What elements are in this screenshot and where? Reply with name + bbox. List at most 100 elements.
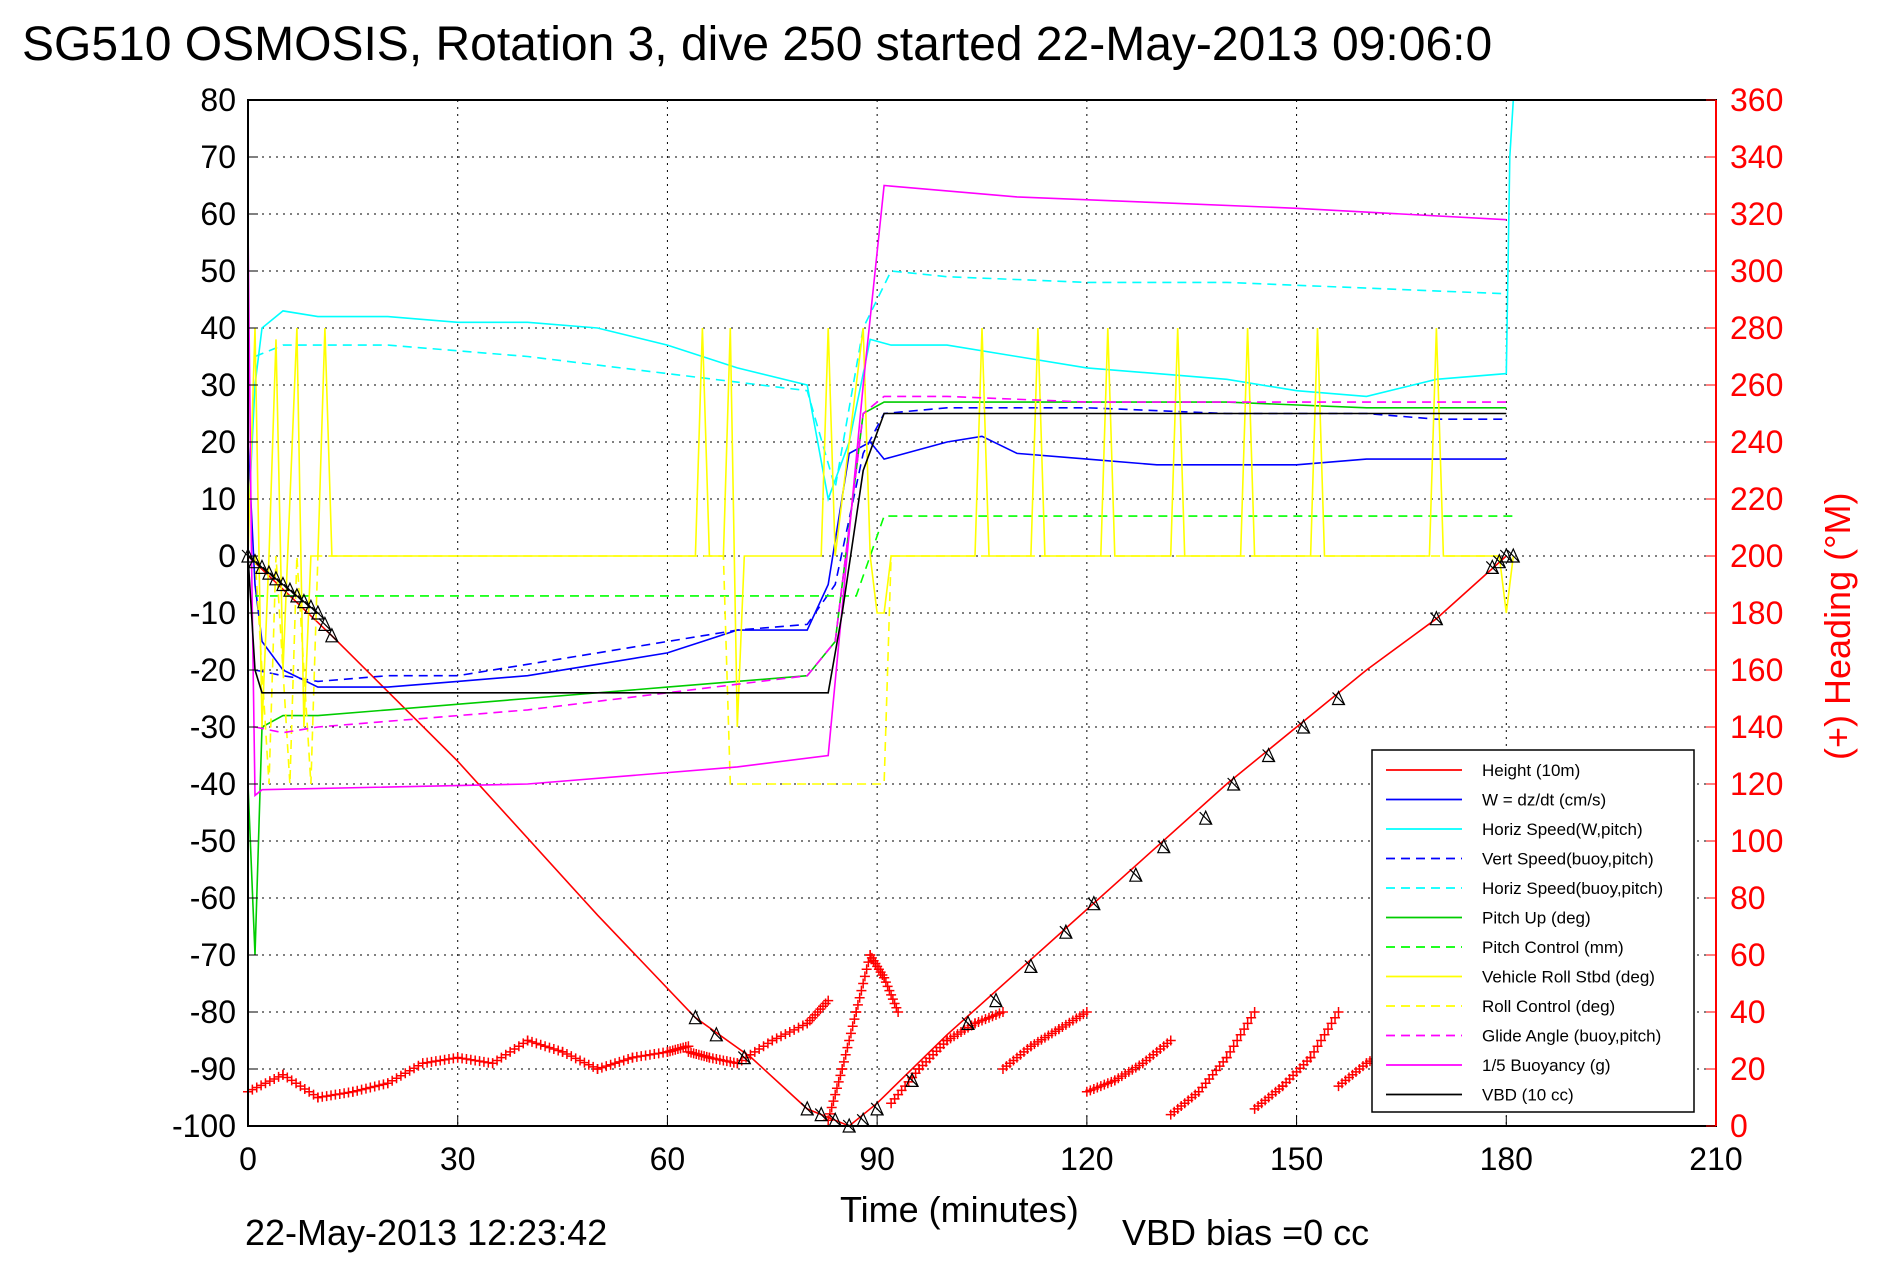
heading-point	[356, 1084, 367, 1095]
y-right-tick-label: 240	[1730, 424, 1783, 460]
x-tick-label: 90	[859, 1141, 895, 1177]
heading-point	[413, 1060, 424, 1071]
heading-point	[891, 1002, 902, 1013]
y-right-tick-label: 360	[1730, 82, 1783, 118]
heading-point	[575, 1055, 586, 1066]
heading-point	[797, 1020, 808, 1031]
heading-point	[893, 1007, 904, 1017]
heading-point	[561, 1049, 572, 1060]
heading-point	[997, 1007, 1008, 1017]
y-tick-label: -10	[190, 595, 236, 631]
y-right-tick-label: 300	[1730, 253, 1783, 289]
height-marker	[324, 627, 339, 643]
heading-point	[1333, 1007, 1344, 1017]
y-tick-label: -60	[190, 880, 236, 916]
series-line	[255, 515, 1514, 597]
series-line	[254, 270, 1507, 488]
heading-point	[251, 1082, 262, 1093]
heading-point	[592, 1064, 603, 1074]
heading-point	[596, 1062, 607, 1073]
heading-point	[374, 1080, 385, 1091]
heading-point	[784, 1026, 795, 1037]
heading-point	[566, 1051, 577, 1062]
heading-point	[1323, 1024, 1334, 1035]
heading-point	[540, 1041, 551, 1052]
heading-point	[544, 1042, 555, 1053]
heading-point	[858, 978, 869, 989]
heading-point	[771, 1033, 782, 1044]
heading-point	[837, 1064, 848, 1074]
height-marker	[1296, 718, 1311, 734]
heading-point	[1246, 1012, 1257, 1023]
footer-vbd-bias: VBD bias =0 cc	[1122, 1212, 1369, 1253]
heading-point	[260, 1078, 271, 1089]
heading-point	[382, 1078, 393, 1089]
legend-label: Pitch Up (deg)	[1482, 909, 1591, 928]
y-tick-label: 70	[200, 139, 236, 175]
y-right-tick-label: 40	[1730, 994, 1766, 1030]
y-tick-label: 10	[200, 481, 236, 517]
heading-point	[1221, 1052, 1232, 1063]
height-marker	[1058, 923, 1073, 939]
heading-point	[409, 1063, 420, 1074]
heading-point	[776, 1031, 787, 1042]
y-axis-right-label: (+) Heading (°M)	[1817, 493, 1858, 760]
heading-point	[369, 1081, 380, 1092]
x-axis-label: Time (minutes)	[840, 1189, 1079, 1230]
y-right-tick-label: 340	[1730, 139, 1783, 175]
heading-point	[793, 1022, 804, 1033]
y-tick-label: 40	[200, 310, 236, 346]
y-right-tick-label: 20	[1730, 1051, 1766, 1087]
heading-point	[856, 985, 867, 996]
heading-point	[780, 1029, 791, 1040]
series-layer	[241, 99, 1521, 1133]
y-tick-label: -30	[190, 709, 236, 745]
legend-label: Height (10m)	[1482, 761, 1580, 780]
y-right-tick-label: 120	[1730, 766, 1783, 802]
legend-label: W = dz/dt (cm/s)	[1482, 791, 1606, 810]
heading-point	[256, 1080, 267, 1091]
y-tick-label: 80	[200, 82, 236, 118]
x-tick-label: 210	[1689, 1141, 1742, 1177]
heading-point	[1305, 1052, 1316, 1063]
y-tick-label: 60	[200, 196, 236, 232]
heading-point	[579, 1057, 590, 1068]
y-right-tick-label: 260	[1730, 367, 1783, 403]
series-line	[247, 412, 1507, 694]
height-marker	[1429, 610, 1444, 626]
heading-point	[835, 1070, 846, 1081]
footer-date: 22-May-2013 12:23:42	[245, 1212, 607, 1253]
height-marker	[1261, 747, 1276, 763]
height-marker	[961, 1014, 975, 1030]
y-tick-label: -20	[190, 652, 236, 688]
x-tick-label: 0	[239, 1141, 257, 1177]
y-tick-label: 20	[200, 424, 236, 460]
heading-point	[838, 1056, 849, 1067]
heading-point	[854, 992, 865, 1003]
x-tick-label: 60	[650, 1141, 686, 1177]
heading-point	[360, 1083, 371, 1094]
y-right-tick-label: 160	[1730, 652, 1783, 688]
heading-point	[845, 1028, 856, 1039]
heading-point	[852, 999, 863, 1010]
legend-label: Glide Angle (buoy,pitch)	[1482, 1027, 1661, 1046]
heading-point	[1309, 1046, 1320, 1057]
series-line	[247, 184, 1507, 798]
height-marker	[1198, 809, 1213, 825]
height-marker	[1156, 838, 1171, 854]
heading-point	[1242, 1018, 1253, 1029]
y-right-tick-label: 320	[1730, 196, 1783, 232]
heading-point	[830, 1089, 841, 1100]
heading-point	[400, 1068, 411, 1079]
heading-point	[789, 1024, 800, 1035]
y-axis-left-ticks: 80 70 60 50 40 30 20 10 0 -10 -20 -30 -40 -50 -60 -70 -8…	[172, 82, 258, 1144]
legend-label: Horiz Speed(buoy,pitch)	[1482, 879, 1663, 898]
legend-label: Pitch Control (mm)	[1482, 938, 1624, 957]
heading-point	[859, 971, 870, 982]
height-marker	[317, 615, 332, 631]
height-marker	[1485, 558, 1500, 574]
heading-point	[1312, 1041, 1323, 1052]
heading-point	[548, 1044, 559, 1055]
heading-point	[886, 989, 897, 1000]
